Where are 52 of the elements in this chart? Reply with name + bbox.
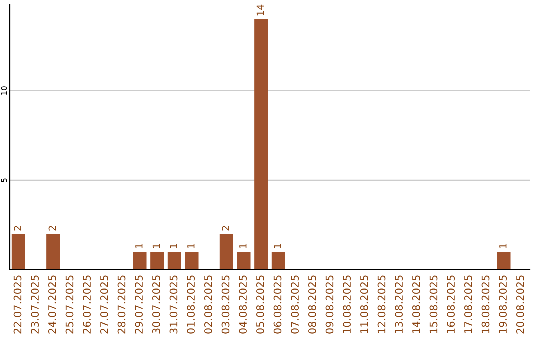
bar xyxy=(133,252,147,270)
data-label: 1 xyxy=(170,244,178,248)
data-label: 1 xyxy=(240,244,247,248)
x-tick-label: 09.08.2025 xyxy=(326,276,334,334)
bar xyxy=(12,234,26,270)
x-tick-label: 19.08.2025 xyxy=(499,276,508,334)
x-tick-label: 03.08.2025 xyxy=(222,276,230,334)
bar xyxy=(237,252,251,270)
x-tick-label: 01.08.2025 xyxy=(187,276,196,334)
x-tick-label: 06.08.2025 xyxy=(274,276,282,334)
x-tick-label: 31.07.2025 xyxy=(170,276,178,334)
data-label: 1 xyxy=(500,244,507,248)
x-tick-label: 29.07.2025 xyxy=(135,276,144,334)
data-label: 1 xyxy=(188,244,195,248)
x-tick-label: 20.08.2025 xyxy=(516,276,524,334)
x-tick-label: 11.08.2025 xyxy=(360,276,368,334)
x-tick-label: 28.07.2025 xyxy=(118,276,126,334)
data-label: 14 xyxy=(256,4,264,16)
x-tick-label: 04.08.2025 xyxy=(239,276,248,334)
x-tick-label: 13.08.2025 xyxy=(395,276,404,334)
x-tick-label: 16.08.2025 xyxy=(447,276,456,334)
x-tick-label: 02.08.2025 xyxy=(204,276,212,334)
x-tick-label: 25.07.2025 xyxy=(66,276,74,334)
data-label: 1 xyxy=(274,244,282,248)
x-tick-label: 10.08.2025 xyxy=(343,276,352,334)
x-tick-label: 22.07.2025 xyxy=(14,276,22,334)
x-tick-label: 24.07.2025 xyxy=(48,276,56,334)
x-tick-label: 30.07.2025 xyxy=(152,276,160,334)
bar xyxy=(168,252,182,270)
bar xyxy=(254,19,268,270)
x-tick-label: 15.08.2025 xyxy=(430,276,438,334)
data-label: 1 xyxy=(136,244,143,248)
data-label: 2 xyxy=(222,226,230,231)
x-tick-label: 08.08.2025 xyxy=(308,276,316,334)
x-tick-label: 14.08.2025 xyxy=(412,276,420,334)
x-tick-label: 05.08.2025 xyxy=(256,276,264,334)
x-tick-label: 07.08.2025 xyxy=(291,276,300,334)
x-tick-label: 12.08.2025 xyxy=(378,276,386,334)
bar xyxy=(185,252,199,270)
bar xyxy=(150,252,164,270)
x-tick-label: 18.08.2025 xyxy=(482,276,490,334)
data-label: 1 xyxy=(152,244,160,248)
data-label: 2 xyxy=(14,226,22,231)
x-tick-label: 27.07.2025 xyxy=(100,276,108,334)
data-label: 2 xyxy=(48,226,56,231)
x-tick-label: 26.07.2025 xyxy=(83,276,92,334)
bar xyxy=(497,252,511,270)
x-tick-label: 17.08.2025 xyxy=(464,276,472,334)
x-tick-label: 23.07.2025 xyxy=(31,276,40,334)
bar xyxy=(220,234,234,270)
bar xyxy=(272,252,286,270)
bar xyxy=(46,234,60,270)
